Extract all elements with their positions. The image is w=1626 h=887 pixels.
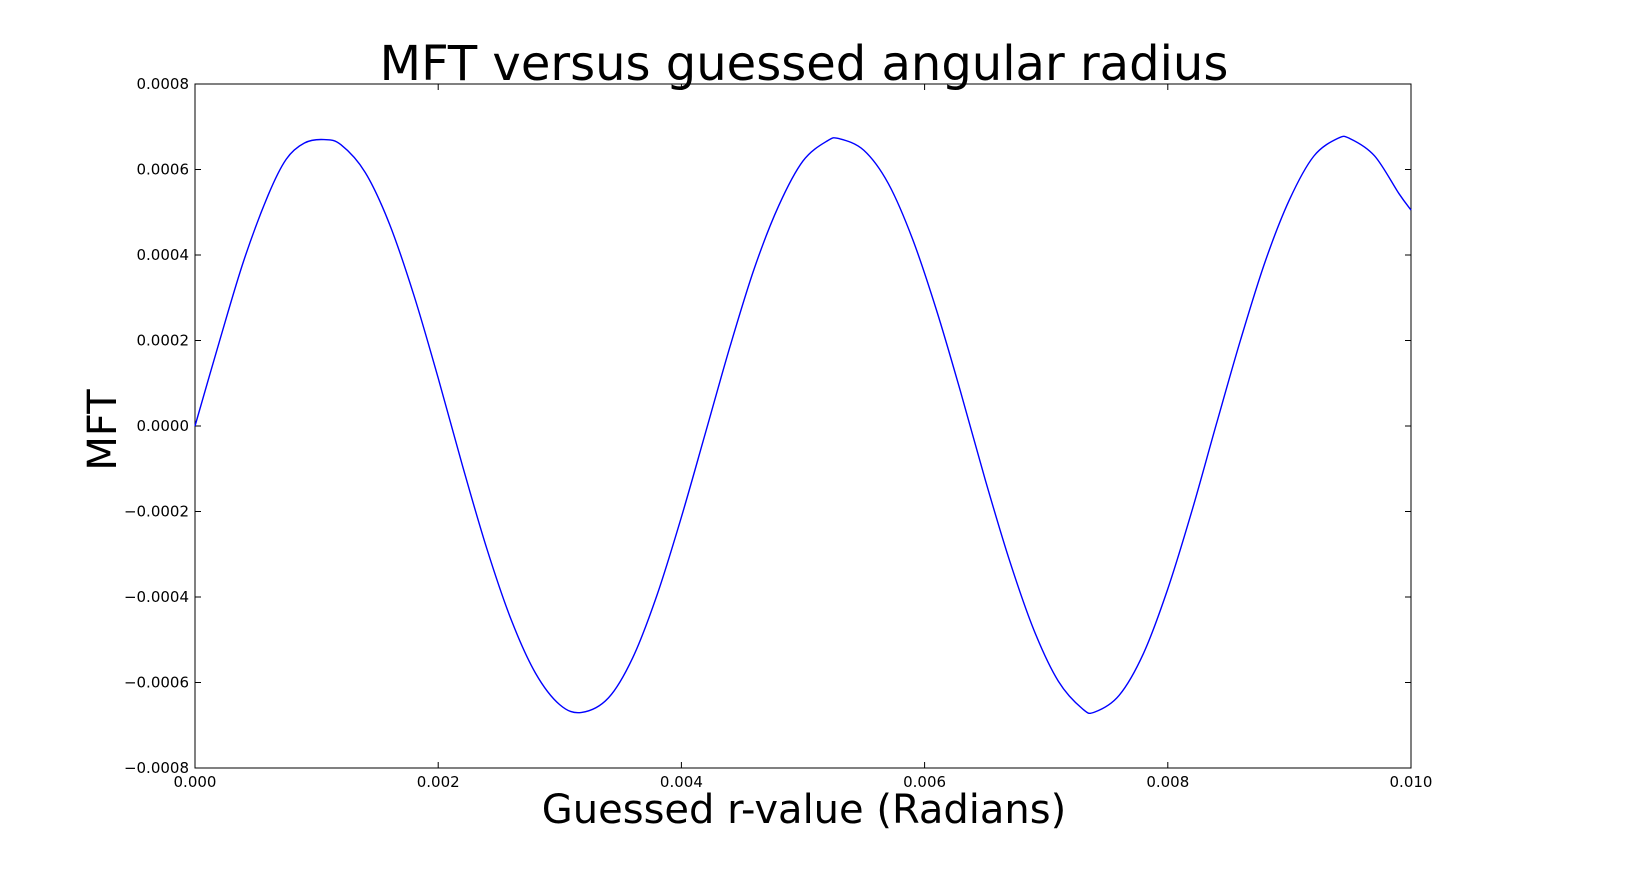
plot-frame xyxy=(194,83,1412,769)
x-tick-label: 0.000 xyxy=(174,773,217,791)
y-tick-label: 0.0002 xyxy=(137,332,190,350)
y-tick-label: −0.0004 xyxy=(124,588,189,606)
chart-title: MFT versus guessed angular radius xyxy=(380,36,1229,92)
x-tick-label: 0.004 xyxy=(660,773,703,791)
y-tick-label: −0.0002 xyxy=(124,503,189,521)
y-axis-label: MFT xyxy=(80,389,126,471)
y-tick-label: 0.0004 xyxy=(137,246,190,264)
y-tick-label: 0.0000 xyxy=(137,417,190,435)
tick-group xyxy=(194,83,1412,769)
y-tick-label: −0.0006 xyxy=(124,674,189,692)
x-tick-label: 0.010 xyxy=(1390,773,1433,791)
x-axis-label: Guessed r-value (Radians) xyxy=(542,787,1066,833)
y-tick-label: 0.0008 xyxy=(137,75,190,93)
mft-series-line xyxy=(194,135,1412,715)
x-tick-label: 0.002 xyxy=(417,773,460,791)
y-tick-label: −0.0008 xyxy=(124,759,189,777)
x-tick-label: 0.006 xyxy=(903,773,946,791)
y-tick-label: 0.0006 xyxy=(137,161,190,179)
x-tick-label: 0.008 xyxy=(1146,773,1189,791)
tick-label-group: 0.000 0.002 0.004 0.006 0.008 0.010 −0.0008 −0.… xyxy=(124,75,1433,791)
